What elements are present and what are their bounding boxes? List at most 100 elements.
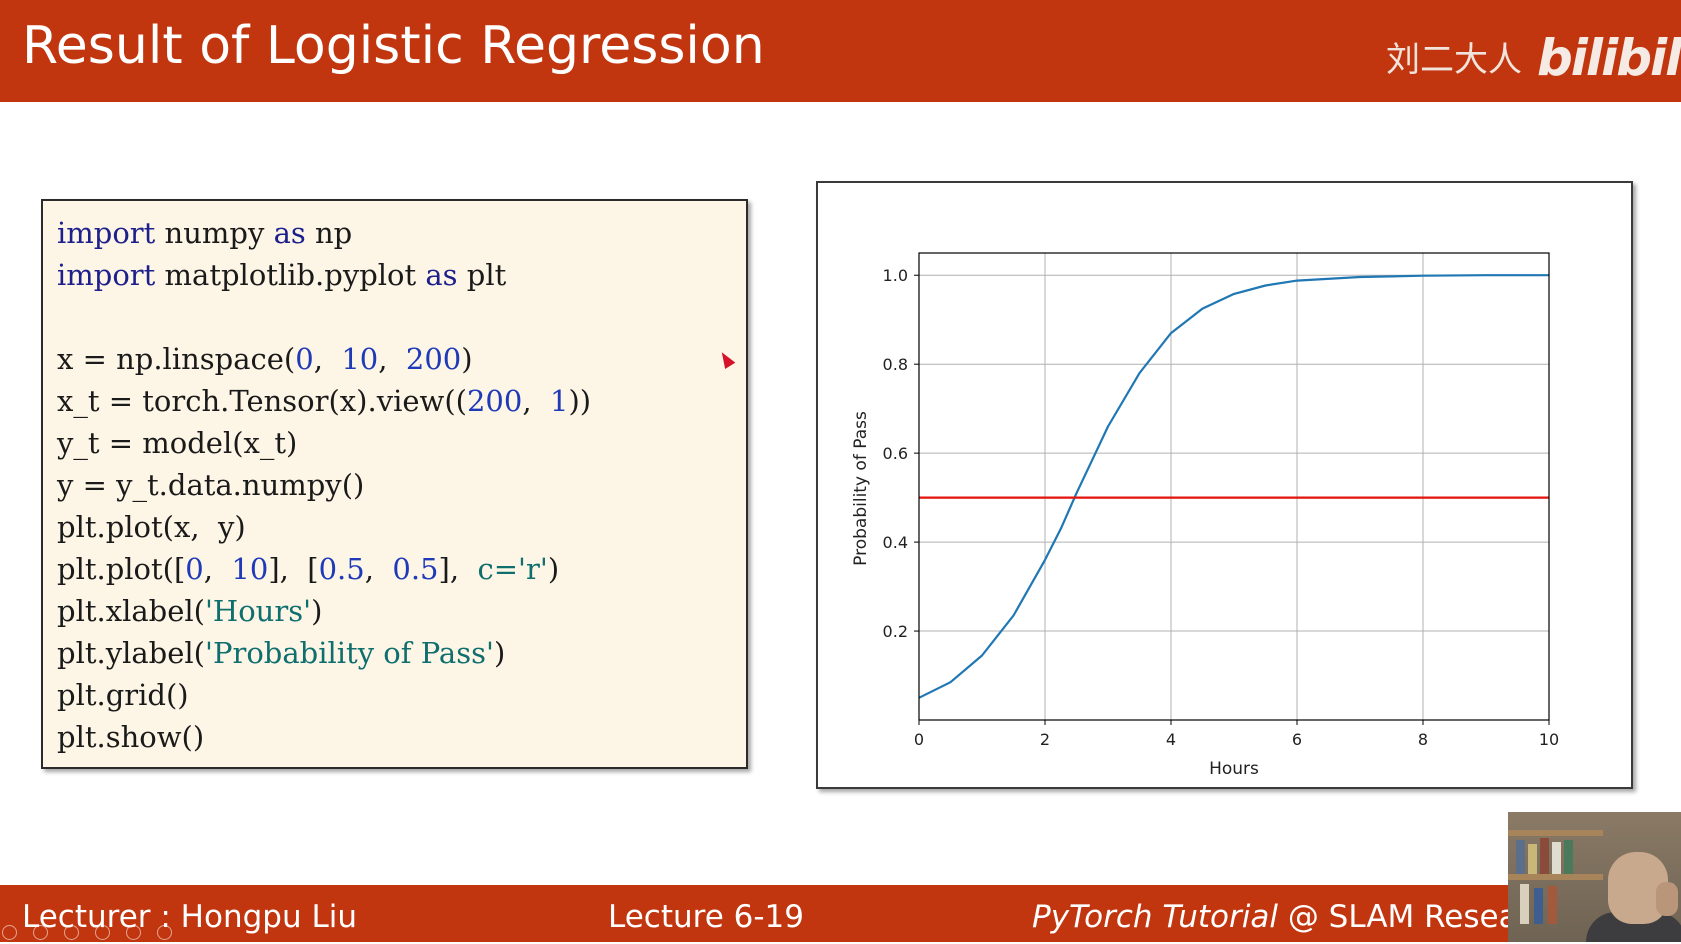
- code-text: plt: [457, 258, 507, 292]
- book: [1552, 842, 1561, 874]
- y-tick-label: 1.0: [883, 266, 908, 285]
- code-number: 0.5: [392, 552, 439, 586]
- code-text: y = y_t.data.numpy(): [57, 468, 365, 502]
- code-keyword: import: [57, 216, 156, 250]
- y-tick-label: 0.8: [883, 355, 908, 374]
- bilibili-logo: bilibili: [1537, 29, 1681, 87]
- code-string: 'Probability of Pass': [204, 636, 494, 670]
- book: [1564, 840, 1573, 874]
- code-line: plt.plot(x, y): [57, 506, 246, 548]
- slides-grid-icon[interactable]: [95, 925, 110, 940]
- book: [1516, 840, 1525, 874]
- code-panel: import numpy as np import matplotlib.pypl…: [41, 199, 748, 769]
- x-tick-label: 10: [1539, 730, 1559, 749]
- author-watermark: 刘二大人: [1386, 40, 1522, 80]
- y-tick-label: 0.4: [883, 533, 908, 552]
- x-tick-label: 6: [1292, 730, 1302, 749]
- code-text: plt.plot(x, y): [57, 510, 246, 544]
- code-text: plt.ylabel(: [57, 636, 205, 670]
- y-tick-label: 0.2: [883, 622, 908, 641]
- code-text: ,: [313, 342, 342, 376]
- book: [1520, 884, 1529, 924]
- x-tick-label: 0: [914, 730, 924, 749]
- more-options-icon[interactable]: [157, 925, 172, 940]
- y-tick-label: 0.6: [883, 444, 908, 463]
- chart-frame: [816, 181, 1633, 789]
- zoom-icon[interactable]: [126, 925, 141, 940]
- code-line: x_t = torch.Tensor(x).view((200, 1)): [57, 380, 591, 422]
- lecture-number: Lecture 6-19: [608, 899, 804, 935]
- x-tick-label: 8: [1418, 730, 1428, 749]
- code-string: 'Hours': [204, 594, 312, 628]
- code-text: np: [305, 216, 353, 250]
- code-text: ,: [364, 552, 393, 586]
- code-text: x_t = torch.Tensor(x).view((: [57, 384, 467, 418]
- code-line: plt.ylabel('Probability of Pass'): [57, 632, 505, 674]
- book: [1540, 838, 1549, 874]
- code-line: y = y_t.data.numpy(): [57, 464, 364, 506]
- code-keyword: as: [425, 258, 458, 292]
- code-line: plt.show(): [57, 716, 204, 758]
- code-line: import matplotlib.pyplot as plt: [57, 254, 506, 296]
- slide-footer: Lecturer : Hongpu Liu Lecture 6-19 PyTor…: [0, 885, 1681, 942]
- code-text: y_t = model(x_t): [57, 426, 298, 460]
- code-number: 10: [341, 342, 379, 376]
- code-text: ,: [203, 552, 232, 586]
- code-text: ): [461, 342, 473, 376]
- code-number: 10: [231, 552, 269, 586]
- code-number: 0: [295, 342, 314, 376]
- code-text: matplotlib.pyplot: [155, 258, 426, 292]
- code-text: x = np.linspace(: [57, 342, 296, 376]
- code-text: plt.grid(): [57, 678, 189, 712]
- code-line: import numpy as np: [57, 212, 352, 254]
- code-number: 0.5: [318, 552, 365, 586]
- x-axis-label: Hours: [1209, 759, 1259, 779]
- code-text: )): [568, 384, 592, 418]
- course-label: PyTorch Tutorial @ SLAM Resea: [1032, 897, 1518, 937]
- code-line: plt.xlabel('Hours'): [57, 590, 322, 632]
- previous-slide-icon[interactable]: [2, 925, 17, 940]
- x-tick-label: 2: [1040, 730, 1050, 749]
- bookshelf: [1508, 874, 1603, 880]
- code-number: 200: [405, 342, 462, 376]
- code-text: ): [547, 552, 560, 586]
- y-axis-label: Probability of Pass: [851, 411, 871, 566]
- code-keyword: import: [57, 258, 156, 292]
- plot-area-frame: [918, 252, 1550, 721]
- slide-title: Result of Logistic Regression: [22, 16, 765, 76]
- code-text: ],: [438, 552, 478, 586]
- x-tick-label: 4: [1166, 730, 1176, 749]
- code-text: ,: [378, 342, 406, 376]
- slide-header: Result of Logistic Regression 刘二大人 bilib…: [0, 0, 1681, 102]
- code-line: plt.plot([0, 10], [0.5, 0.5], c='r'): [57, 548, 559, 590]
- code-text: numpy: [155, 216, 274, 250]
- code-text: plt.plot([: [57, 552, 186, 586]
- code-string: c='r': [477, 552, 548, 586]
- code-line: plt.grid(): [57, 674, 189, 716]
- bookshelf: [1508, 830, 1603, 836]
- code-text: ): [311, 594, 323, 628]
- sigmoid-curve-line: [918, 274, 1549, 699]
- course-name: PyTorch Tutorial: [1032, 899, 1278, 935]
- code-text: ], [: [268, 552, 319, 586]
- book: [1534, 888, 1543, 924]
- pen-icon[interactable]: [64, 925, 79, 940]
- code-text: ): [493, 636, 506, 670]
- code-keyword: as: [273, 216, 306, 250]
- lecturer-webcam: [1508, 812, 1681, 942]
- lecturer-hand: [1656, 882, 1678, 916]
- logistic-regression-chart: 0 2 4 6 8 10 0.2 0.4 0.6 0.8 1.0 Hours Probability o…: [851, 252, 1559, 779]
- code-number: 200: [466, 384, 523, 418]
- slide-nav-controls: [2, 925, 188, 942]
- code-number: 1: [549, 384, 569, 418]
- code-line: y_t = model(x_t): [57, 422, 297, 464]
- next-slide-icon[interactable]: [33, 925, 48, 940]
- code-line: x = np.linspace(0, 10, 200): [57, 338, 473, 380]
- course-affiliation: @ SLAM Resea: [1277, 899, 1518, 935]
- code-text: plt.show(): [57, 720, 205, 754]
- book: [1548, 886, 1557, 924]
- code-text: plt.xlabel(: [57, 594, 205, 628]
- code-text: ,: [522, 384, 550, 418]
- book: [1528, 844, 1537, 874]
- code-number: 0: [185, 552, 204, 586]
